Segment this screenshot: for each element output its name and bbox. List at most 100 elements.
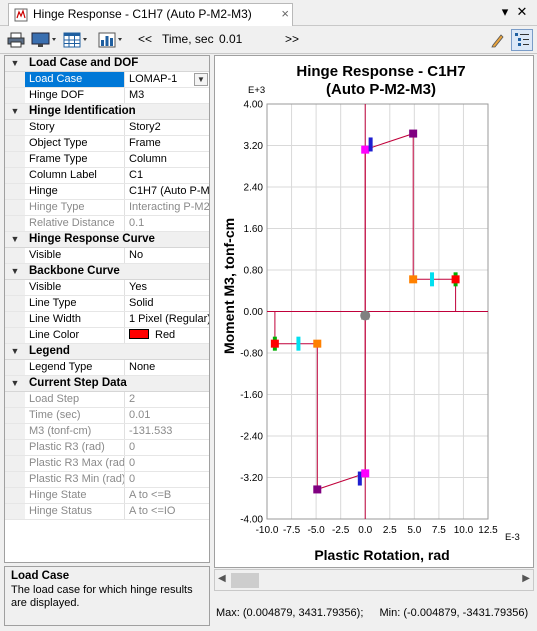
prop-name: Visible: [25, 280, 125, 295]
y-multiplier: E+3: [248, 85, 265, 96]
prop-name: Hinge Type: [25, 200, 125, 215]
prop-row-hinge-state[interactable]: Hinge State A to <=B: [5, 488, 209, 504]
prop-row-plastic-r3[interactable]: Plastic R3 (rad) 0: [5, 440, 209, 456]
prop-row-hinge-dof[interactable]: Hinge DOF M3: [5, 88, 209, 104]
prop-row-column-label[interactable]: Column Label C1: [5, 168, 209, 184]
prop-name: Story: [25, 120, 125, 135]
collapse-icon[interactable]: ▼: [10, 266, 20, 276]
prop-row-time[interactable]: Time (sec) 0.01: [5, 408, 209, 424]
table-view-button[interactable]: [61, 29, 91, 51]
y-tick-label: -1.60: [240, 390, 263, 401]
window-title: Hinge Response - C1H7 (Auto P-M2-M3): [33, 7, 252, 21]
scroll-right-icon[interactable]: ▶: [522, 573, 530, 584]
prop-row-load-case[interactable]: Load Case LOMAP-1 ▼: [5, 72, 209, 88]
y-tick-label: -2.40: [240, 432, 263, 443]
prop-row-m3[interactable]: M3 (tonf-cm) -131.533: [5, 424, 209, 440]
section-legend[interactable]: ▼ Legend: [5, 344, 209, 360]
time-label: Time, sec: [162, 32, 214, 46]
prop-row-line-color[interactable]: Line Color Red: [5, 328, 209, 344]
collapse-icon[interactable]: ▼: [10, 58, 20, 68]
prop-name: Relative Distance: [25, 216, 125, 231]
prop-row-plastic-r3-max[interactable]: Plastic R3 Max (rad) 0: [5, 456, 209, 472]
display-options-button[interactable]: [29, 29, 59, 51]
chart-title-line1: Hinge Response - C1H7: [296, 63, 465, 80]
chart-panel[interactable]: Hinge Response - C1H7 (Auto P-M2-M3) E+3…: [214, 55, 534, 568]
prop-row-object-type[interactable]: Object Type Frame: [5, 136, 209, 152]
y-tick-label: -4.00: [240, 515, 263, 526]
y-tick-label: 4.00: [244, 100, 264, 111]
prop-value: C1H7 (Auto P-M2-M3): [129, 185, 209, 197]
prop-row-story[interactable]: Story Story2: [5, 120, 209, 136]
window-tab[interactable]: Hinge Response - C1H7 (Auto P-M2-M3) ×: [8, 3, 293, 26]
section-title: Legend: [29, 345, 70, 357]
step-back-button[interactable]: <<: [138, 32, 153, 46]
prop-value: Story2: [129, 121, 161, 133]
close-window-icon[interactable]: ✕: [516, 4, 528, 19]
prop-row-frame-type[interactable]: Frame Type Column: [5, 152, 209, 168]
prop-name: Visible: [25, 248, 125, 263]
scroll-thumb[interactable]: [231, 573, 259, 588]
bar-chart-icon: [98, 32, 122, 48]
step-forward-button[interactable]: >>: [285, 32, 300, 46]
section-backbone-curve[interactable]: ▼ Backbone Curve: [5, 264, 209, 280]
x-tick-label: -5.0: [307, 525, 325, 536]
prop-value: 1 Pixel (Regular): [129, 313, 209, 325]
y-tick-label: 0.00: [244, 307, 264, 318]
prop-value: None: [129, 361, 156, 373]
acceptance-marker: [357, 471, 362, 486]
scroll-left-icon[interactable]: ◀: [218, 573, 226, 584]
chart-max-min-readout: Max: (0.004879, 3431.79356); Min: (-0.00…: [216, 607, 528, 619]
prop-name: M3 (tonf-cm): [25, 424, 125, 439]
collapse-icon[interactable]: ▼: [10, 106, 20, 116]
section-current-step-data[interactable]: ▼ Current Step Data: [5, 376, 209, 392]
prop-row-line-width[interactable]: Line Width 1 Pixel (Regular): [5, 312, 209, 328]
tab-close-icon[interactable]: ×: [281, 6, 289, 21]
tree-view-button[interactable]: [511, 29, 533, 51]
line-color-value[interactable]: Red: [125, 328, 209, 343]
print-button[interactable]: [5, 29, 27, 51]
tree-list-icon: [515, 33, 529, 46]
hinge-response-chart[interactable]: Hinge Response - C1H7 (Auto P-M2-M3) E+3…: [215, 56, 533, 567]
title-bar: Hinge Response - C1H7 (Auto P-M2-M3) × ▾…: [0, 0, 537, 26]
prop-row-load-step[interactable]: Load Step 2: [5, 392, 209, 408]
prop-row-relative-distance[interactable]: Relative Distance 0.1: [5, 216, 209, 232]
prop-value: A to <=B: [129, 489, 172, 501]
chart-horizontal-scrollbar[interactable]: ◀ ▶: [214, 569, 534, 591]
prop-row-response-visible[interactable]: Visible No: [5, 248, 209, 264]
window-menu-dropdown-icon[interactable]: ▾: [501, 4, 509, 19]
prop-value: 2: [129, 393, 136, 405]
time-value[interactable]: 0.01: [219, 32, 243, 46]
min-readout: Min: (-0.004879, -3431.79356): [379, 607, 529, 619]
property-grid: ▼ Load Case and DOF Load Case LOMAP-1 ▼ …: [4, 55, 210, 563]
collapse-icon[interactable]: ▼: [10, 346, 20, 356]
section-load-case-and-dof[interactable]: ▼ Load Case and DOF: [5, 56, 209, 72]
prop-row-legend-type[interactable]: Legend Type None: [5, 360, 209, 376]
monitor-icon: [31, 32, 56, 47]
hinge-point-marker: [361, 311, 370, 320]
x-tick-label: -10.0: [256, 525, 279, 536]
prop-row-line-type[interactable]: Line Type Solid: [5, 296, 209, 312]
prop-value: M3: [129, 89, 145, 101]
collapse-icon[interactable]: ▼: [10, 378, 20, 388]
prop-row-backbone-visible[interactable]: Visible Yes: [5, 280, 209, 296]
hinge-point-marker: [313, 485, 322, 494]
prop-value: 0: [129, 473, 136, 485]
chart-options-button[interactable]: [96, 29, 126, 51]
collapse-icon[interactable]: ▼: [10, 234, 20, 244]
x-axis-label: Plastic Rotation, rad: [314, 547, 449, 563]
load-case-value: LOMAP-1: [129, 73, 178, 85]
section-hinge-response-curve[interactable]: ▼ Hinge Response Curve: [5, 232, 209, 248]
prop-row-plastic-r3-min[interactable]: Plastic R3 Min (rad) 0: [5, 472, 209, 488]
prop-value: 0.01: [129, 409, 151, 421]
prop-row-hinge-type[interactable]: Hinge Type Interacting P-M2-M3: [5, 200, 209, 216]
chevron-down-icon[interactable]: ▼: [194, 73, 208, 86]
edit-button[interactable]: [488, 29, 508, 51]
prop-name: Legend Type: [25, 360, 125, 375]
prop-row-hinge[interactable]: Hinge C1H7 (Auto P-M2-M3): [5, 184, 209, 200]
x-tick-label: 5.0: [407, 525, 421, 536]
prop-row-hinge-status[interactable]: Hinge Status A to <=IO: [5, 504, 209, 520]
load-case-select[interactable]: LOMAP-1 ▼: [125, 72, 209, 87]
y-tick-label: -3.20: [240, 473, 263, 484]
section-hinge-identification[interactable]: ▼ Hinge Identification: [5, 104, 209, 120]
section-title: Backbone Curve: [29, 265, 120, 277]
